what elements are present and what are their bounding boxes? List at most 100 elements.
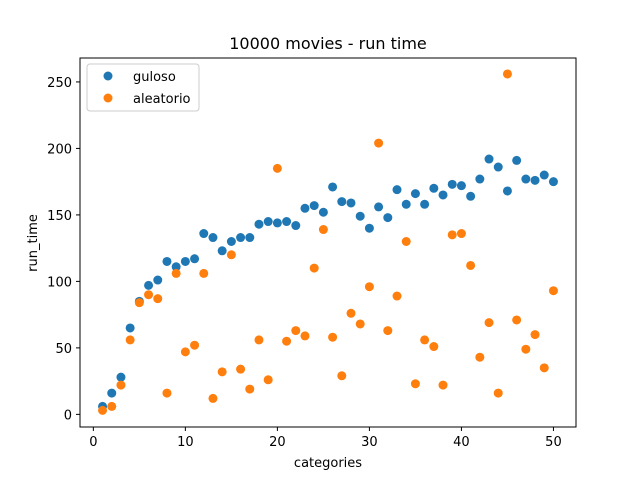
point-guloso-30 [364, 223, 374, 233]
point-guloso-37 [429, 183, 439, 193]
point-guloso-16 [236, 233, 246, 243]
point-aleatorio-41 [466, 260, 476, 270]
point-guloso-11 [190, 254, 200, 264]
point-guloso-23 [300, 203, 310, 213]
point-aleatorio-43 [484, 318, 494, 328]
point-guloso-43 [484, 154, 494, 164]
point-guloso-39 [447, 179, 457, 189]
point-guloso-4 [125, 323, 135, 333]
point-aleatorio-44 [493, 388, 503, 398]
point-guloso-12 [199, 229, 209, 239]
x-tick-label-0: 0 [89, 435, 97, 450]
point-aleatorio-46 [512, 315, 522, 325]
point-guloso-46 [512, 155, 522, 165]
point-guloso-3 [116, 372, 126, 382]
point-aleatorio-17 [245, 384, 255, 394]
point-aleatorio-9 [171, 268, 181, 278]
plot-frame [79, 57, 577, 428]
point-aleatorio-38 [438, 380, 448, 390]
y-tick-label-150: 150 [47, 209, 72, 224]
point-guloso-47 [521, 174, 531, 184]
point-aleatorio-26 [328, 332, 338, 342]
point-aleatorio-6 [144, 290, 154, 300]
y-axis-ticks: 0 50 100 150 200 250 [47, 76, 80, 423]
point-aleatorio-50 [548, 286, 558, 296]
point-guloso-27 [337, 197, 347, 207]
point-aleatorio-14 [217, 367, 227, 377]
point-aleatorio-47 [521, 344, 531, 354]
legend-box [86, 63, 200, 112]
point-aleatorio-4 [125, 335, 135, 345]
point-guloso-26 [328, 182, 338, 192]
point-guloso-9 [171, 262, 181, 272]
point-guloso-34 [401, 199, 411, 209]
point-aleatorio-19 [263, 375, 273, 385]
point-aleatorio-22 [291, 326, 301, 336]
point-guloso-45 [502, 186, 512, 196]
point-guloso-17 [245, 233, 255, 243]
point-guloso-2 [107, 388, 117, 398]
points-layer [98, 69, 558, 415]
point-aleatorio-31 [374, 138, 384, 148]
point-guloso-20 [272, 218, 282, 228]
point-aleatorio-8 [162, 388, 172, 398]
point-guloso-41 [466, 191, 476, 201]
point-aleatorio-24 [309, 263, 319, 273]
point-guloso-24 [309, 201, 319, 211]
point-aleatorio-37 [429, 342, 439, 352]
point-aleatorio-16 [236, 364, 246, 374]
point-aleatorio-3 [116, 380, 126, 390]
point-aleatorio-45 [502, 69, 512, 79]
point-aleatorio-15 [226, 250, 236, 260]
point-guloso-44 [493, 162, 503, 172]
point-guloso-19 [263, 217, 273, 227]
point-guloso-22 [291, 221, 301, 231]
point-aleatorio-34 [401, 237, 411, 246]
point-guloso-36 [420, 199, 430, 209]
point-aleatorio-11 [190, 340, 200, 350]
y-tick-label-250: 250 [47, 76, 72, 91]
point-aleatorio-49 [539, 363, 549, 373]
point-aleatorio-20 [272, 163, 282, 173]
point-guloso-42 [475, 174, 485, 184]
point-aleatorio-48 [530, 330, 540, 340]
point-aleatorio-21 [282, 336, 292, 346]
point-aleatorio-2 [107, 401, 117, 411]
x-tick-label-30: 30 [361, 435, 378, 450]
point-aleatorio-25 [318, 225, 328, 235]
point-guloso-33 [392, 185, 402, 195]
x-axis-ticks: 0 10 20 30 40 50 [89, 427, 562, 450]
point-guloso-48 [530, 175, 540, 185]
point-aleatorio-18 [254, 335, 264, 345]
x-tick-label-20: 20 [269, 435, 286, 450]
point-guloso-29 [355, 211, 365, 221]
point-guloso-32 [383, 213, 393, 223]
point-guloso-10 [180, 256, 190, 266]
point-guloso-50 [548, 177, 558, 187]
point-guloso-38 [438, 190, 448, 200]
y-tick-label-0: 0 [64, 408, 72, 423]
point-guloso-25 [318, 207, 328, 217]
point-aleatorio-7 [153, 294, 163, 304]
point-guloso-13 [208, 233, 218, 243]
point-guloso-8 [162, 256, 172, 266]
x-tick-label-40: 40 [453, 435, 470, 450]
point-aleatorio-39 [447, 230, 457, 240]
chart-title: 10000 movies - run time [229, 34, 427, 53]
point-guloso-40 [456, 181, 466, 191]
point-aleatorio-5 [134, 298, 144, 308]
legend-label-aleatorio: aleatorio [133, 92, 191, 107]
point-aleatorio-23 [300, 331, 310, 341]
point-guloso-6 [144, 280, 154, 290]
point-aleatorio-29 [355, 319, 365, 329]
point-guloso-28 [346, 198, 356, 208]
point-aleatorio-10 [180, 347, 190, 357]
point-guloso-49 [539, 170, 549, 180]
point-aleatorio-30 [364, 282, 374, 292]
legend-marker-guloso [103, 71, 113, 81]
point-aleatorio-12 [199, 268, 209, 278]
point-guloso-21 [282, 217, 292, 227]
point-aleatorio-42 [475, 352, 485, 362]
x-axis-label: categories [294, 456, 362, 471]
